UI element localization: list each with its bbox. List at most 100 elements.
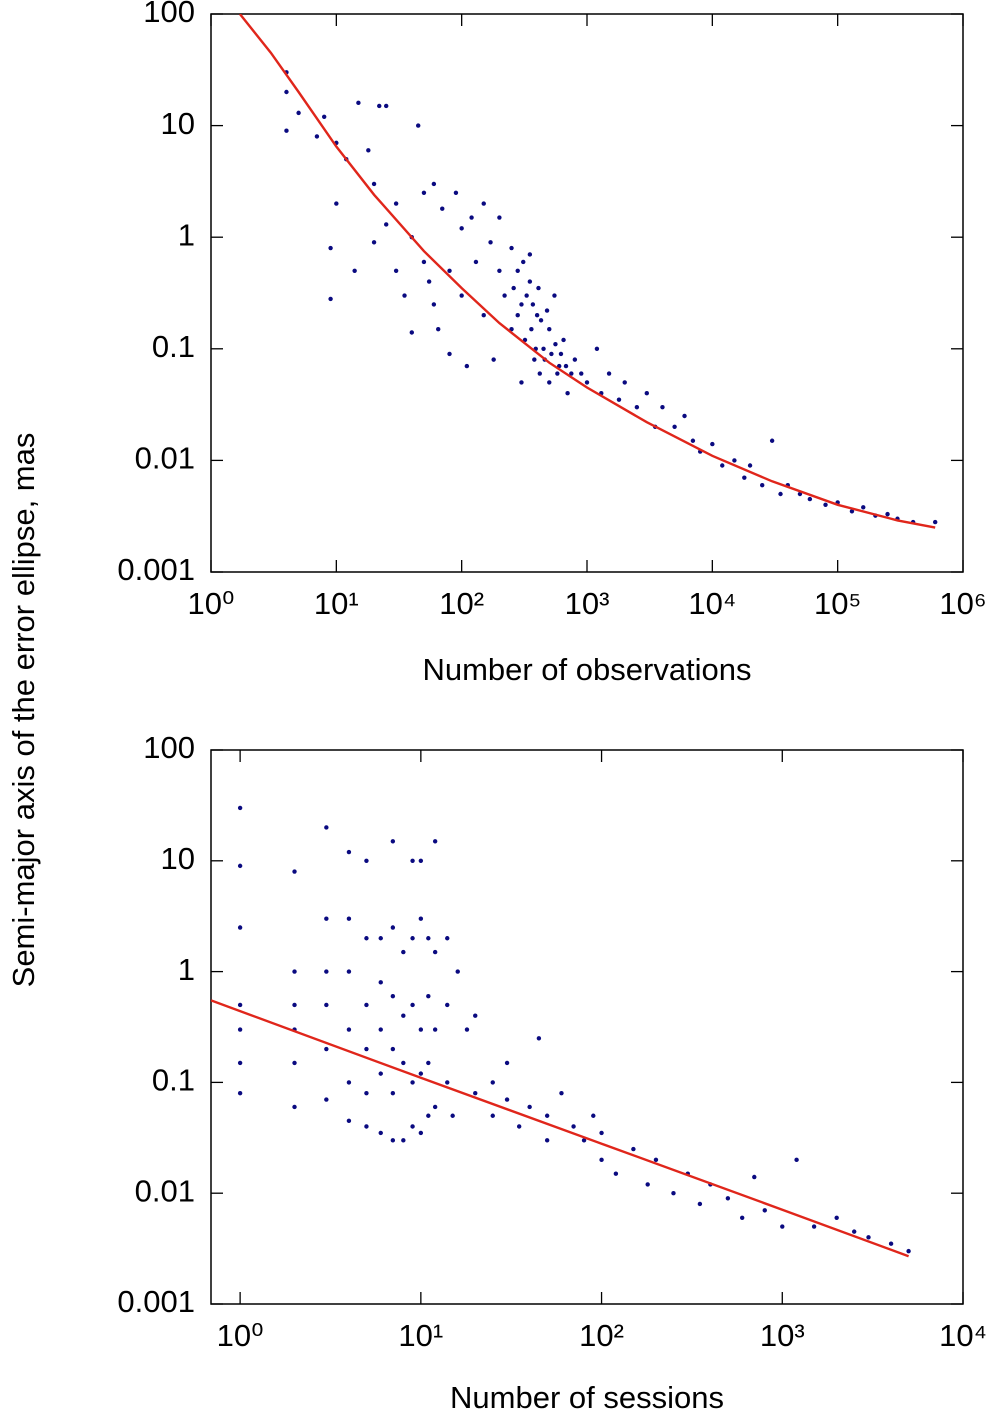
data-point xyxy=(581,1138,587,1143)
data-point xyxy=(418,858,424,863)
data-point xyxy=(237,805,243,811)
data-point xyxy=(885,511,890,517)
data-point xyxy=(519,380,524,385)
data-point xyxy=(393,268,399,273)
data-point xyxy=(599,1130,604,1136)
y-tick-label: 100 xyxy=(143,730,195,765)
data-point xyxy=(527,1104,532,1110)
data-point xyxy=(544,308,550,313)
data-point xyxy=(364,1002,369,1008)
data-point xyxy=(502,293,507,298)
data-point xyxy=(549,351,554,357)
data-point xyxy=(491,357,496,362)
data-point xyxy=(584,380,590,385)
data-point xyxy=(547,380,552,385)
data-point xyxy=(631,1146,636,1152)
data-point xyxy=(445,936,450,941)
data-point xyxy=(794,1157,799,1163)
data-point xyxy=(553,341,558,347)
data-point xyxy=(807,496,813,502)
data-point xyxy=(509,326,514,332)
data-point xyxy=(527,279,533,284)
data-point xyxy=(710,441,715,447)
data-point xyxy=(732,458,737,463)
data-point xyxy=(464,1027,470,1032)
data-point xyxy=(426,1060,431,1066)
y-tick-label: 10 xyxy=(161,841,195,876)
data-point xyxy=(742,475,747,480)
data-point xyxy=(497,268,502,273)
data-point xyxy=(536,1036,542,1041)
data-point xyxy=(453,190,459,195)
data-point xyxy=(558,351,564,357)
data-point xyxy=(490,1080,495,1085)
data-point xyxy=(616,397,622,402)
data-point xyxy=(237,925,243,930)
data-point xyxy=(519,302,524,307)
data-point xyxy=(432,1104,438,1110)
data-point xyxy=(292,1060,297,1066)
data-point xyxy=(511,285,516,291)
data-point xyxy=(552,293,557,298)
data-point xyxy=(426,279,432,284)
data-point xyxy=(346,849,352,855)
data-point xyxy=(324,1046,329,1052)
data-point xyxy=(760,482,765,488)
data-point xyxy=(410,858,415,863)
data-point xyxy=(521,259,526,265)
data-point xyxy=(509,245,514,251)
data-point xyxy=(364,1090,369,1096)
data-point xyxy=(613,1171,619,1176)
data-point xyxy=(532,357,537,362)
data-point xyxy=(459,293,464,298)
data-point xyxy=(334,201,339,206)
data-point xyxy=(346,969,352,974)
data-point xyxy=(402,293,407,298)
data-point xyxy=(447,351,452,357)
data-point xyxy=(292,1002,297,1008)
data-point xyxy=(653,1157,659,1163)
data-point xyxy=(426,993,431,999)
data-point xyxy=(515,268,520,273)
data-point xyxy=(861,505,866,510)
y-tick-label: 0.001 xyxy=(117,1284,195,1319)
data-point xyxy=(364,1046,369,1052)
data-point xyxy=(324,969,329,974)
data-point xyxy=(328,296,333,302)
data-point xyxy=(390,1090,396,1096)
x-tick-label: 10¹ xyxy=(314,586,359,621)
data-point xyxy=(410,1124,415,1129)
data-point xyxy=(851,1229,857,1234)
data-point xyxy=(504,1097,510,1102)
data-point xyxy=(660,404,665,410)
data-point xyxy=(410,936,415,941)
data-point xyxy=(292,1104,297,1110)
data-point xyxy=(377,103,382,109)
data-point xyxy=(823,502,828,508)
y-tick-label: 0.1 xyxy=(152,329,195,364)
x-axis-label: Number of sessions xyxy=(450,1380,724,1415)
data-point xyxy=(569,371,574,376)
y-tick-label: 1 xyxy=(178,952,195,987)
data-point xyxy=(490,1113,495,1118)
data-point xyxy=(559,1090,564,1096)
data-point xyxy=(384,222,389,227)
data-point xyxy=(390,993,396,999)
data-point xyxy=(390,1046,396,1052)
data-point xyxy=(527,252,533,257)
x-tick-label: 10² xyxy=(439,586,484,621)
data-point xyxy=(644,391,649,396)
data-point xyxy=(366,148,371,153)
data-point xyxy=(571,1124,576,1129)
data-point xyxy=(888,1241,894,1246)
data-point xyxy=(529,326,534,332)
y-axis-label: Semi-major axis of the error ellipse, ma… xyxy=(6,433,41,988)
data-point xyxy=(364,936,369,941)
data-point xyxy=(416,123,421,128)
fit-line xyxy=(238,14,936,529)
plot-frame xyxy=(210,749,964,1305)
data-point xyxy=(725,1196,731,1201)
data-point xyxy=(296,110,301,116)
x-tick-label: 10⁰ xyxy=(188,586,235,621)
data-point xyxy=(378,980,383,985)
